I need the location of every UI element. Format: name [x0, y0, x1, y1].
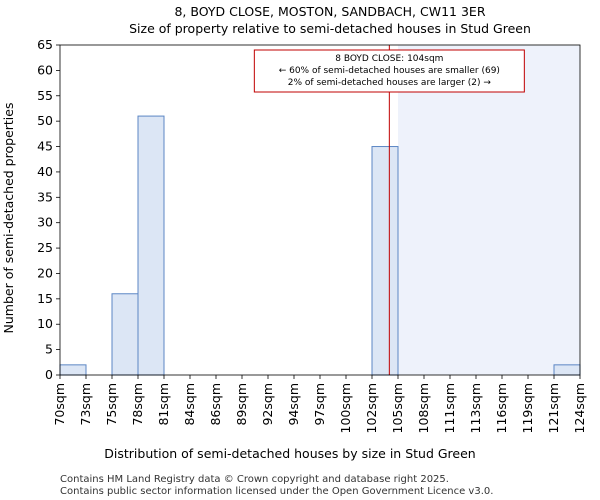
x-tick-label: 81sqm — [156, 383, 171, 426]
bar-121sqm — [553, 364, 581, 376]
x-tick-label: 92sqm — [260, 383, 275, 426]
chart-title: 8, BOYD CLOSE, MOSTON, SANDBACH, CW11 3E… — [174, 4, 485, 19]
y-tick-label: 40 — [37, 164, 53, 179]
x-tick-label: 108sqm — [416, 383, 431, 433]
x-tick-label: 121sqm — [546, 383, 561, 433]
x-tick-label: 113sqm — [468, 383, 483, 433]
x-tick-label: 73sqm — [78, 383, 93, 426]
y-axis: 0 5 10 15 20 25 30 35 40 45 50 55 60 65 — [37, 37, 60, 382]
annotation-line-1: 8 BOYD CLOSE: 104sqm — [335, 54, 443, 64]
footer-line-1: Contains HM Land Registry data © Crown c… — [60, 474, 449, 485]
footer-line-2: Contains public sector information licen… — [60, 486, 493, 497]
y-tick-label: 5 — [45, 342, 53, 357]
annotation-line-2: ← 60% of semi-detached houses are smalle… — [279, 66, 500, 76]
x-tick-label: 116sqm — [494, 383, 509, 433]
y-tick-label: 45 — [37, 139, 53, 154]
y-tick-label: 30 — [37, 215, 53, 230]
x-tick-label: 89sqm — [234, 383, 249, 426]
y-tick-label: 25 — [37, 240, 53, 255]
property-marker: 8 BOYD CLOSE: 104sqm ← 60% of semi-detach… — [253, 45, 525, 375]
x-tick-label: 86sqm — [208, 383, 223, 426]
x-tick-label: 84sqm — [182, 383, 197, 426]
y-axis-label: Number of semi-detached properties — [1, 103, 16, 334]
y-tick-label: 15 — [37, 291, 53, 306]
annotation-line-3: 2% of semi-detached houses are larger (2… — [288, 78, 492, 88]
x-tick-label: 124sqm — [572, 383, 587, 433]
y-tick-label: 0 — [45, 367, 53, 382]
plot-area — [398, 45, 580, 375]
x-tick-label: 94sqm — [286, 383, 301, 426]
y-tick-label: 55 — [37, 88, 53, 103]
x-tick-label: 97sqm — [312, 383, 327, 426]
bar-75sqm — [111, 293, 139, 376]
larger-region — [398, 45, 580, 375]
bar-78sqm — [137, 115, 165, 376]
x-tick-label: 75sqm — [104, 383, 119, 426]
y-tick-label: 65 — [37, 37, 53, 52]
x-tick-label: 119sqm — [520, 383, 535, 433]
x-axis-label: Distribution of semi-detached houses by … — [104, 446, 475, 461]
y-tick-label: 20 — [37, 265, 53, 280]
chart-subtitle: Size of property relative to semi-detach… — [129, 21, 531, 36]
x-tick-label: 100sqm — [338, 383, 353, 433]
y-tick-label: 50 — [37, 113, 53, 128]
x-tick-label: 70sqm — [52, 383, 67, 426]
bar-102sqm — [371, 146, 399, 376]
annotation-box — [253, 49, 525, 93]
y-tick-label: 35 — [37, 189, 53, 204]
y-tick-label: 60 — [37, 62, 53, 77]
bars — [59, 115, 581, 376]
x-tick-label: 105sqm — [390, 383, 405, 433]
bar-70sqm — [59, 364, 87, 376]
x-tick-label: 78sqm — [130, 383, 145, 426]
y-tick-label: 10 — [37, 316, 53, 331]
x-tick-label: 111sqm — [442, 383, 457, 433]
x-tick-label: 102sqm — [364, 383, 379, 433]
x-axis: 70sqm 73sqm 75sqm 78sqm 81sqm 84sqm 86sqm 89sqm… — [52, 375, 587, 433]
